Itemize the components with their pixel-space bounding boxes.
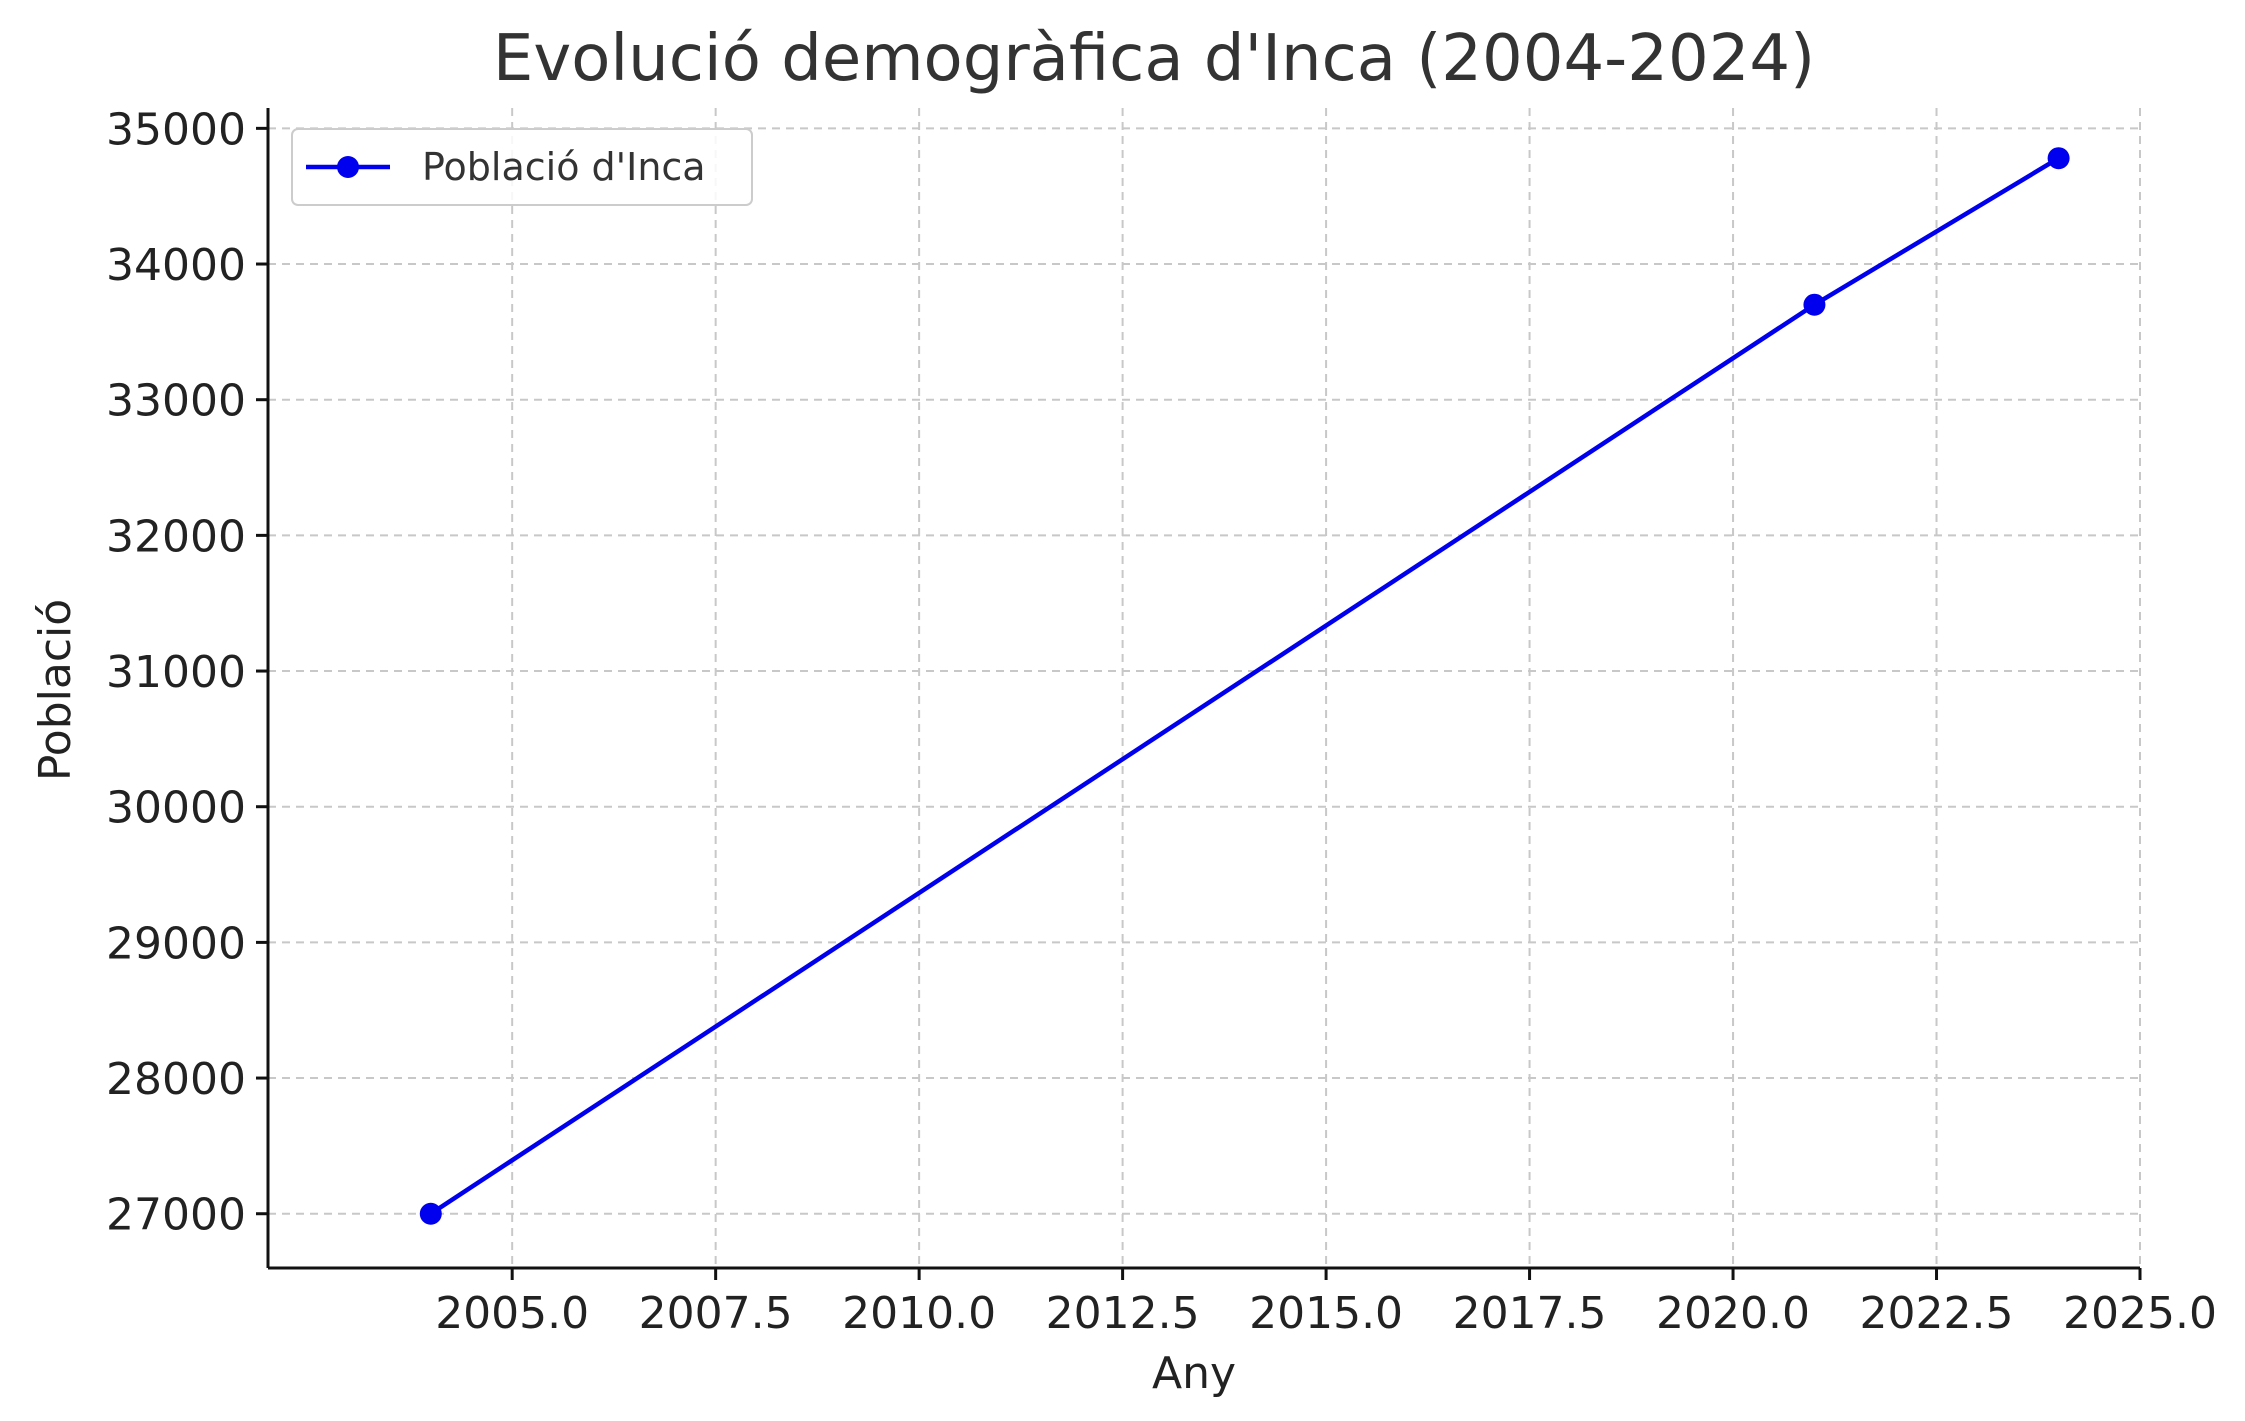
y-axis-label: Població: [30, 599, 81, 781]
y-tick-label: 27000: [106, 1190, 246, 1241]
x-tick-label: 2020.0: [1656, 1288, 1810, 1339]
x-tick-label: 2005.0: [435, 1288, 589, 1339]
x-tick-label: 2007.5: [639, 1288, 793, 1339]
y-tick-label: 33000: [106, 376, 246, 427]
x-tick-label: 2017.5: [1453, 1288, 1607, 1339]
chart-title: Evolució demogràfica d'Inca (2004-2024): [493, 22, 1815, 96]
y-tick-label: 35000: [106, 104, 246, 155]
y-tick-label: 30000: [106, 783, 246, 834]
y-tick-label: 28000: [106, 1054, 246, 1105]
y-tick-label: 34000: [106, 240, 246, 291]
y-tick-label: 31000: [106, 647, 246, 698]
x-axis-label: Any: [1152, 1348, 1236, 1399]
x-tick-label: 2012.5: [1046, 1288, 1200, 1339]
data-point: [1803, 293, 1826, 316]
axes: [266, 108, 2140, 1270]
y-tick-label: 32000: [106, 511, 246, 562]
x-tick-label: 2025.0: [2063, 1288, 2217, 1339]
grid: [268, 108, 2141, 1268]
data-point: [419, 1202, 442, 1225]
x-tick-label: 2015.0: [1249, 1288, 1403, 1339]
x-tick-label: 2022.5: [1860, 1288, 2014, 1339]
ticks: 2005.0 2007.5 2010.0 2012.5 2015.0 2017.5 2020…: [106, 104, 2217, 1339]
x-tick-label: 2010.0: [842, 1288, 996, 1339]
legend-marker: [337, 156, 359, 178]
data-point: [2047, 147, 2070, 170]
y-tick-label: 29000: [106, 918, 246, 969]
series-line: [429, 156, 2060, 1216]
legend: Població d'Inca: [291, 128, 753, 206]
legend-label: Població d'Inca: [422, 145, 706, 189]
series: [419, 147, 2070, 1225]
legend-box: [291, 128, 753, 206]
